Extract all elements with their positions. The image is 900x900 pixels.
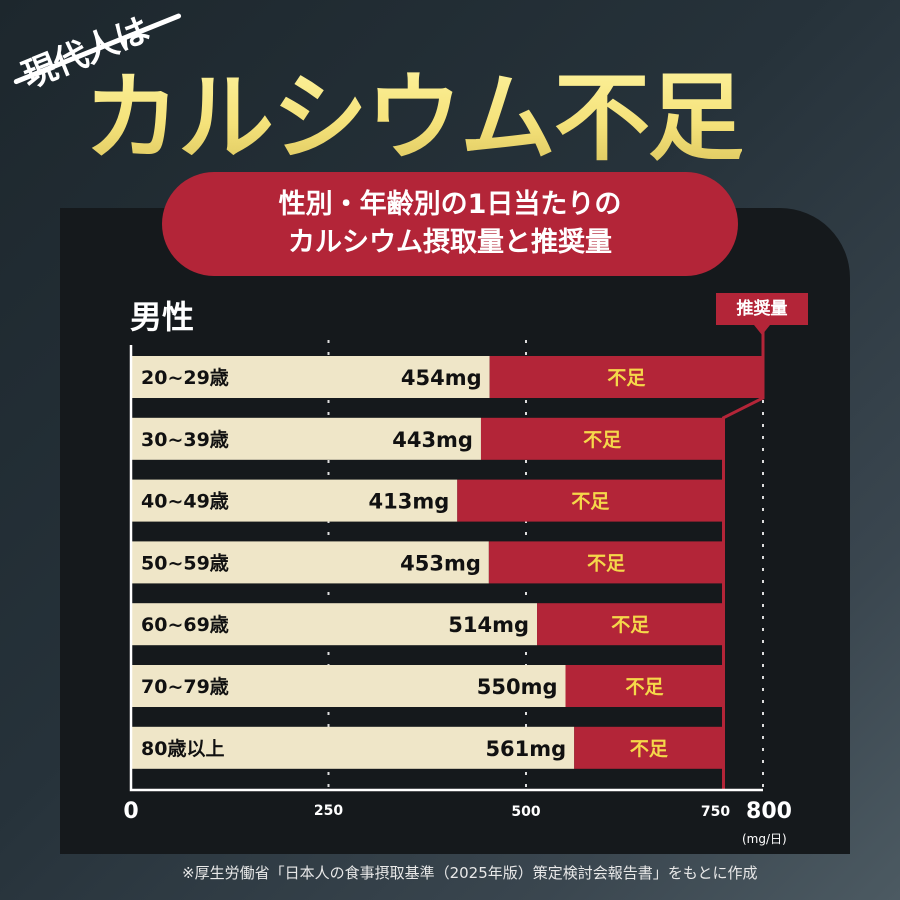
category-label: 70~79歳 <box>141 676 229 698</box>
shortfall-label: 不足 <box>625 676 664 698</box>
intake-value-label: 413mg <box>369 490 450 514</box>
shortfall-bar <box>488 541 724 584</box>
intake-bar <box>131 479 458 522</box>
shortfall-label: 不足 <box>630 738 669 760</box>
x-tick-label: 0 <box>123 799 138 824</box>
intake-value-label: 550mg <box>477 675 558 699</box>
x-tick-label: 250 <box>314 803 343 819</box>
x-unit: (mg/日) <box>742 832 787 846</box>
shortfall-bar <box>565 665 724 707</box>
shortfall-bar <box>480 417 724 460</box>
subtitle-line2: カルシウム摂取量と推奨量 <box>288 227 612 258</box>
shortfall-label: 不足 <box>583 429 622 451</box>
intake-value-label: 561mg <box>485 737 566 761</box>
shortfall-bar <box>489 356 763 398</box>
main-title: カルシウム不足 <box>84 40 744 179</box>
category-label: 60~69歳 <box>141 614 229 636</box>
intake-value-label: 454mg <box>401 366 482 390</box>
shortfall-bar <box>574 726 724 769</box>
intake-bar <box>131 603 538 646</box>
category-label: 40~49歳 <box>141 491 229 513</box>
category-label: 30~39歳 <box>141 429 229 451</box>
x-tick-label: 500 <box>511 804 540 820</box>
intake-bar <box>131 541 489 584</box>
intake-value-label: 514mg <box>448 613 529 637</box>
subtitle-line1: 性別・年齢別の1日当たりの <box>278 189 622 220</box>
shortfall-label: 不足 <box>571 491 610 513</box>
intake-bar <box>131 356 490 398</box>
shortfall-label: 不足 <box>611 614 650 636</box>
intake-value-label: 443mg <box>392 428 473 452</box>
x-tick-label: 800 <box>746 799 792 824</box>
intake-value-label: 453mg <box>400 551 481 575</box>
category-label: 50~59歳 <box>141 552 229 574</box>
section-label: 男性 <box>130 298 195 336</box>
intake-bar <box>131 726 575 769</box>
shortfall-bar <box>537 603 724 646</box>
recommended-line <box>722 322 765 790</box>
intake-bar <box>131 417 481 460</box>
footnote: ※厚生労働省「日本人の食事摂取基準（2025年版）策定検討会報告書」をもとに作成 <box>182 864 758 882</box>
category-label: 80歳以上 <box>141 738 224 760</box>
x-tick-label: 750 <box>701 804 730 820</box>
subtitle-banner: 性別・年齢別の1日当たりの カルシウム摂取量と推奨量 <box>162 172 738 276</box>
intake-bar <box>131 665 566 707</box>
shortfall-label: 不足 <box>587 552 626 574</box>
shortfall-label: 不足 <box>607 367 646 389</box>
shortfall-bar <box>457 479 724 522</box>
category-label: 20~29歳 <box>141 367 229 389</box>
axis-line <box>129 345 763 792</box>
